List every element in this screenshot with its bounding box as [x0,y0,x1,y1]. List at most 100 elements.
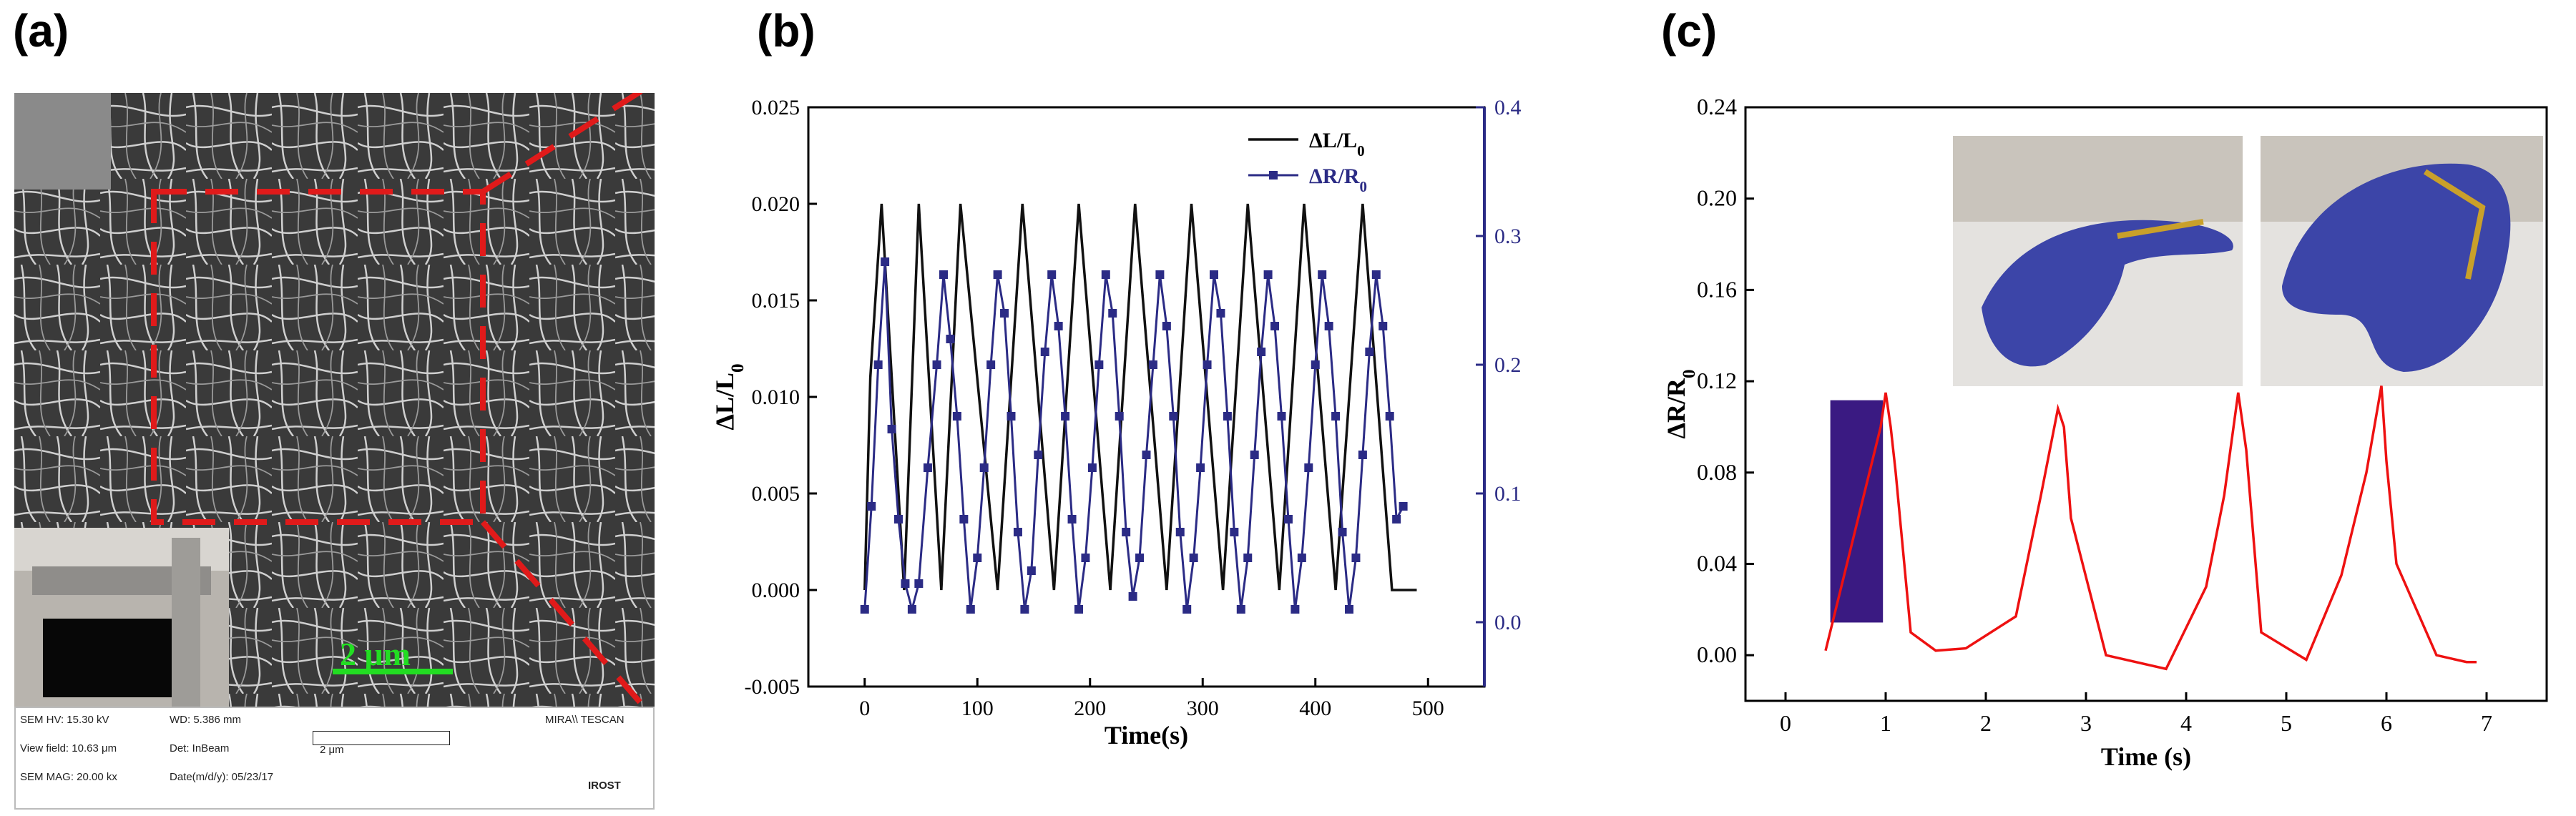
series-resistance-marker [1277,412,1286,421]
x-tick-label-c: 6 [2381,710,2392,736]
sem-logo: IROST [588,780,621,792]
series-resistance-marker [966,605,975,614]
series-resistance-marker [1175,528,1185,536]
series-resistance-marker [979,463,989,472]
x-tick-label-b: 100 [961,697,994,720]
zoom-guide-lines [151,93,647,707]
y-right-tick-label-b: 0.4 [1494,96,1522,119]
y-tick-label-c: 0.24 [1697,94,1737,119]
x-tick-label-b: 500 [1412,697,1444,720]
series-resistance-marker [867,502,876,511]
sem-wd: WD: 5.386 mm [170,714,242,726]
overlay-bar [1828,398,1885,624]
series-resistance-marker [860,605,869,614]
inset-photo-wall-1 [1953,136,2243,222]
series-resistance-marker [1040,348,1049,356]
series-resistance-marker [993,270,1002,279]
y-right-tick-label-b: 0.3 [1494,225,1522,248]
series-resistance-marker [923,463,932,472]
series-resistance-marker [1020,605,1029,614]
x-axis-label-c: Time (s) [2101,742,2191,771]
series-resistance-marker [1142,451,1151,459]
series-resistance-marker [1311,360,1320,369]
scale-bar-label: 2 μm [340,636,411,672]
x-tick-label-b: 300 [1187,697,1219,720]
sem-scale-ruler [313,731,450,745]
series-resistance-marker [1324,322,1333,330]
series-resistance-marker [1155,270,1165,279]
y-tick-label-c: 0.08 [1697,459,1737,485]
series-resistance-marker [1297,554,1306,562]
panel-b-label: (b) [757,5,816,56]
sensor-strip-1 [2117,219,2204,239]
y-left-tick-label-b: 0.010 [752,385,800,409]
series-resistance-response [1824,385,2477,671]
series-resistance-marker [1162,322,1171,330]
y-right-tick-label-b: 0.2 [1494,353,1522,377]
y-left-tick-label-b: 0.020 [752,192,800,216]
x-axis-label-b: Time(s) [1105,721,1188,749]
sem-fiber-texture [14,93,655,707]
series-resistance-marker [1338,528,1347,536]
series-resistance-marker [952,412,961,421]
series-resistance-marker [1054,322,1063,330]
series-resistance-marker [1182,605,1192,614]
glove-shape-1 [1982,220,2233,367]
series-resistance-marker [1345,605,1353,614]
series-resistance-marker [1236,605,1245,614]
y-left-tick-label-b: 0.015 [752,289,800,313]
sensor-strip-2 [2423,169,2486,280]
series-resistance-marker [1210,270,1218,279]
series-resistance-marker [1318,270,1327,279]
y-tick-label-c: 0.20 [1697,185,1737,211]
series-resistance-marker [932,360,941,369]
series-resistance-marker [1203,360,1212,369]
series-resistance-marker [1135,554,1145,562]
series-resistance-marker [986,360,996,369]
series-resistance-marker [1169,412,1178,421]
sem-brand: MIRA\\ TESCAN [545,714,625,726]
series-resistance-marker [1351,554,1361,562]
series-resistance-marker [1108,309,1117,318]
y-axis-label-c: ΔR/R0 [1662,369,1699,438]
panel-a-label: (a) [13,5,69,56]
series-resistance-line [863,261,1404,614]
series-resistance-marker [1128,592,1137,601]
x-tick-label-b: 0 [859,697,870,720]
legend-marker-resistance [1269,171,1278,180]
series-resistance-marker [1067,515,1077,523]
y-tick-label-c: 0.00 [1697,642,1737,667]
series-resistance-marker [1115,412,1124,421]
series-resistance-marker [1047,270,1057,279]
x-tick-label-c: 1 [1880,710,1891,736]
series-resistance-marker [1087,463,1097,472]
y-tick-label-c: 0.12 [1697,368,1737,393]
series-resistance-marker [873,360,883,369]
series-resistance-marker [1392,515,1401,523]
series-resistance-marker [1283,515,1293,523]
series-resistance-marker [1358,451,1367,459]
sem-bar-label: 2 μm [320,744,344,756]
glove-shape-2 [2282,163,2511,372]
series-resistance-marker [1223,412,1232,421]
series-resistance-marker [894,515,903,523]
panel-c-label: (c) [1661,5,1718,56]
y-right-tick-label-b: 0.1 [1494,482,1522,506]
series-resistance-marker [1148,360,1157,369]
series-resistance-marker [907,605,916,614]
x-tick-label-c: 4 [2180,710,2192,736]
chart-b: 0 100 200 300 400 500 -0.005 0.000 0.005 0.010 0.0… [710,96,1522,749]
series-resistance-marker [1074,605,1083,614]
series-resistance-marker [887,425,896,433]
series-resistance-marker [1000,309,1009,318]
y-left-tick-label-b: 0.000 [752,579,800,602]
series-resistance-marker [1196,463,1205,472]
series-resistance-marker [1371,270,1381,279]
x-tick-label-c: 5 [2281,710,2292,736]
series-resistance-marker [1304,463,1313,472]
series-resistance-marker [1081,554,1090,562]
sem-det: Det: InBeam [170,742,230,754]
sem-hv: SEM HV: 15.30 kV [20,714,109,726]
series-resistance-marker [1034,451,1043,459]
x-tick-label-b: 200 [1074,697,1106,720]
